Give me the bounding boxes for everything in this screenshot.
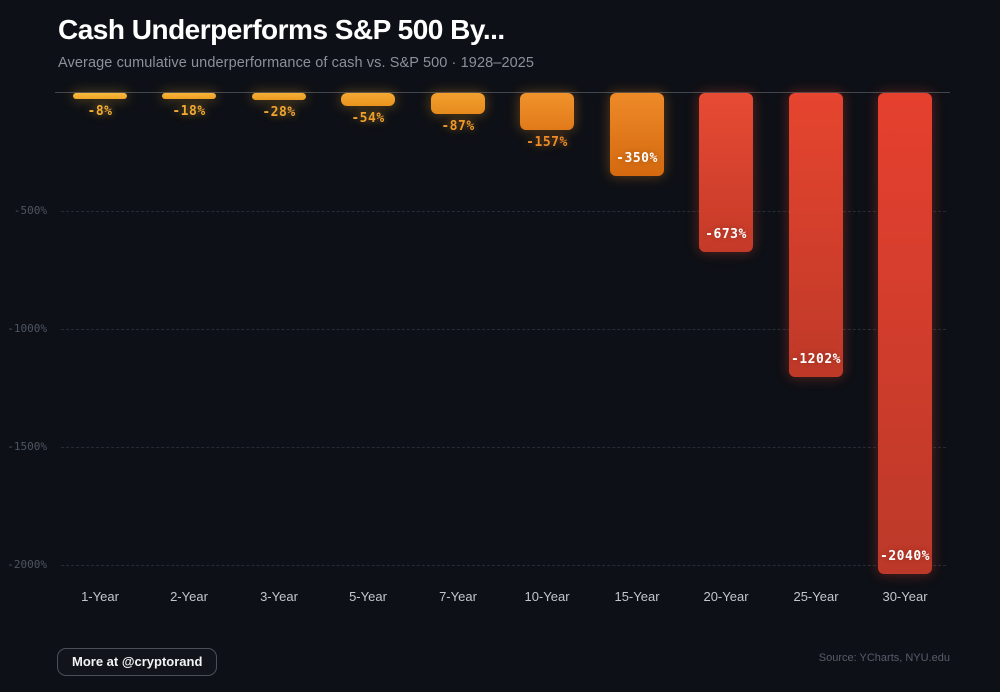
- value-label-15-Year: -350%: [616, 151, 658, 166]
- gridline--1000%: [61, 329, 946, 330]
- y-tick--2000%: -2000%: [7, 558, 47, 571]
- value-label-7-Year: -87%: [441, 119, 475, 134]
- page-subtitle: Average cumulative underperformance of c…: [58, 55, 535, 71]
- x-label-3-Year: 3-Year: [260, 589, 298, 604]
- y-tick--1500%: -1500%: [7, 440, 47, 453]
- bar-30-Year: [878, 93, 932, 574]
- bar-5-Year: [341, 93, 395, 106]
- y-tick--500%: -500%: [13, 204, 47, 217]
- x-label-2-Year: 2-Year: [170, 589, 208, 604]
- y-tick--1000%: -1000%: [7, 322, 47, 335]
- x-label-25-Year: 25-Year: [793, 589, 839, 604]
- zero-baseline: [55, 92, 950, 93]
- bar-chart-plot-area: -500% -1000% -1500% -2000% -8% -18% -28% -54% -8…: [7, 92, 950, 574]
- source-attribution: Source: YCharts, NYU.edu: [818, 652, 950, 664]
- x-label-30-Year: 30-Year: [882, 589, 928, 604]
- bar-3-Year: [252, 93, 306, 100]
- chart-header: Cash Underperforms S&P 500 By... Average…: [58, 14, 534, 71]
- bar-20-Year: [699, 93, 753, 252]
- value-label-20-Year: -673%: [705, 227, 747, 242]
- x-label-1-Year: 1-Year: [81, 589, 119, 604]
- x-label-20-Year: 20-Year: [703, 589, 749, 604]
- value-label-2-Year: -18%: [172, 104, 206, 119]
- x-axis-labels: 1-Year 2-Year 3-Year 5-Year 7-Year 10-Year 15-…: [55, 589, 950, 609]
- bar-25-Year: [789, 93, 843, 377]
- x-label-10-Year: 10-Year: [524, 589, 570, 604]
- gridline--500%: [61, 211, 946, 212]
- value-label-10-Year: -157%: [526, 135, 568, 150]
- gridline--1500%: [61, 447, 946, 448]
- bar-15-Year: [610, 93, 664, 176]
- x-label-5-Year: 5-Year: [349, 589, 387, 604]
- gridline--2000%: [61, 565, 946, 566]
- page-title: Cash Underperforms S&P 500 By...: [58, 14, 505, 45]
- bar-1-Year: [73, 93, 127, 99]
- x-label-7-Year: 7-Year: [439, 589, 477, 604]
- value-label-1-Year: -8%: [87, 104, 113, 119]
- bar-7-Year: [431, 93, 485, 114]
- value-label-5-Year: -54%: [351, 111, 385, 126]
- bar-2-Year: [162, 93, 216, 99]
- value-label-25-Year: -1202%: [791, 352, 841, 367]
- value-label-30-Year: -2040%: [880, 549, 930, 564]
- bar-10-Year: [520, 93, 574, 130]
- value-label-3-Year: -28%: [262, 105, 296, 120]
- more-at-cryptorand-button[interactable]: More at @cryptorand: [57, 648, 218, 676]
- x-label-15-Year: 15-Year: [614, 589, 660, 604]
